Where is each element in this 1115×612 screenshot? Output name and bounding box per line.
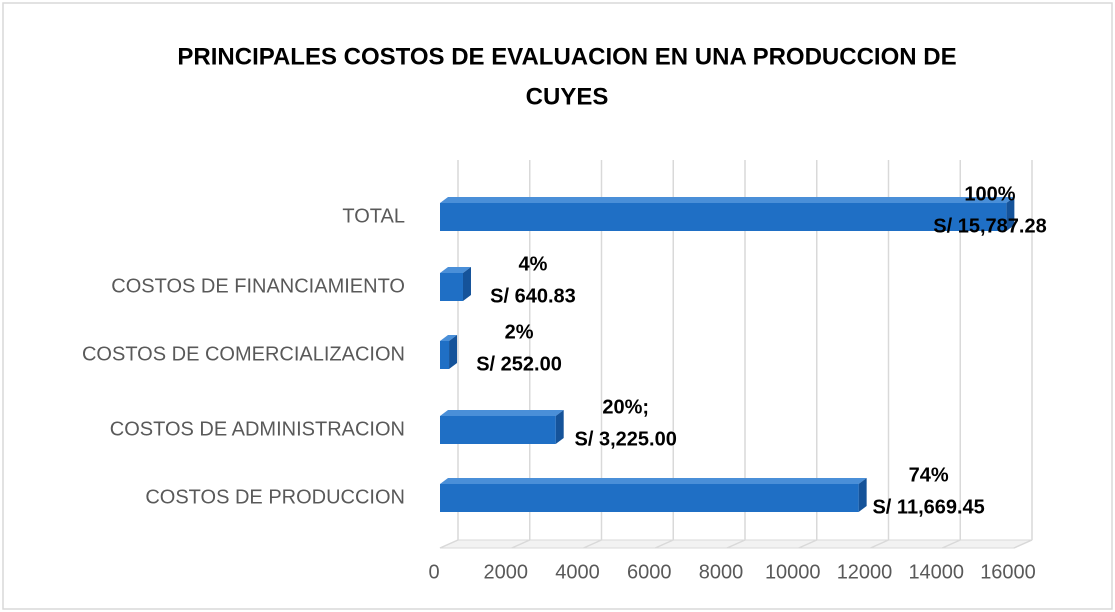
grid-line [726, 539, 746, 549]
x-tick-label: 0 [428, 561, 439, 583]
bar [440, 273, 463, 301]
chart-title: CUYES [526, 83, 609, 110]
data-label: S/ 252.00 [476, 353, 562, 375]
x-tick-label: 2000 [484, 561, 529, 583]
percent-label: 100% [964, 183, 1015, 205]
bar [440, 341, 450, 369]
bar [440, 203, 1007, 231]
y-tick-label: COSTOS DE FINANCIAMIENTO [111, 275, 405, 297]
data-label: S/ 3,225.00 [575, 428, 677, 450]
bar-side [462, 267, 471, 301]
bar [440, 484, 859, 512]
percent-label: 2% [505, 321, 534, 343]
grid-line [798, 539, 818, 549]
bar-top [440, 197, 1015, 203]
percent-label: 20%; [602, 396, 649, 418]
grid-line [439, 539, 459, 549]
grid-line [870, 539, 889, 549]
bar-side [1006, 197, 1015, 231]
x-tick-label: 12000 [837, 561, 893, 583]
bar-side [449, 335, 458, 369]
bar [440, 416, 556, 444]
x-tick-label: 14000 [908, 561, 964, 583]
bar-side [858, 478, 867, 512]
y-tick-label: COSTOS DE PRODUCCION [145, 486, 405, 508]
data-label: S/ 15,787.28 [933, 215, 1046, 237]
y-tick-label: COSTOS DE ADMINISTRACION [110, 418, 405, 440]
percent-label: 4% [519, 253, 548, 275]
data-label: S/ 640.83 [490, 285, 576, 307]
y-tick-label: COSTOS DE COMERCIALIZACION [82, 343, 405, 365]
y-tick-label: TOTAL [342, 205, 405, 227]
grid-line [583, 539, 602, 549]
grid-line [511, 539, 531, 549]
grid-line [941, 539, 961, 549]
bar-top [440, 267, 471, 273]
x-tick-label: 8000 [699, 561, 744, 583]
bar-top [440, 335, 458, 341]
bar-top [440, 478, 867, 484]
x-tick-label: 16000 [980, 561, 1036, 583]
grid-line [1013, 539, 1033, 549]
chart-title: PRINCIPALES COSTOS DE EVALUACION EN UNA … [177, 43, 956, 70]
grid-line [654, 539, 674, 549]
x-tick-label: 10000 [765, 561, 821, 583]
percent-label: 74% [909, 464, 949, 486]
bar-top [440, 410, 564, 416]
data-label: S/ 11,669.45 [872, 496, 984, 518]
x-tick-label: 4000 [555, 561, 600, 583]
x-tick-label: 6000 [627, 561, 672, 583]
bar-side [555, 410, 564, 444]
